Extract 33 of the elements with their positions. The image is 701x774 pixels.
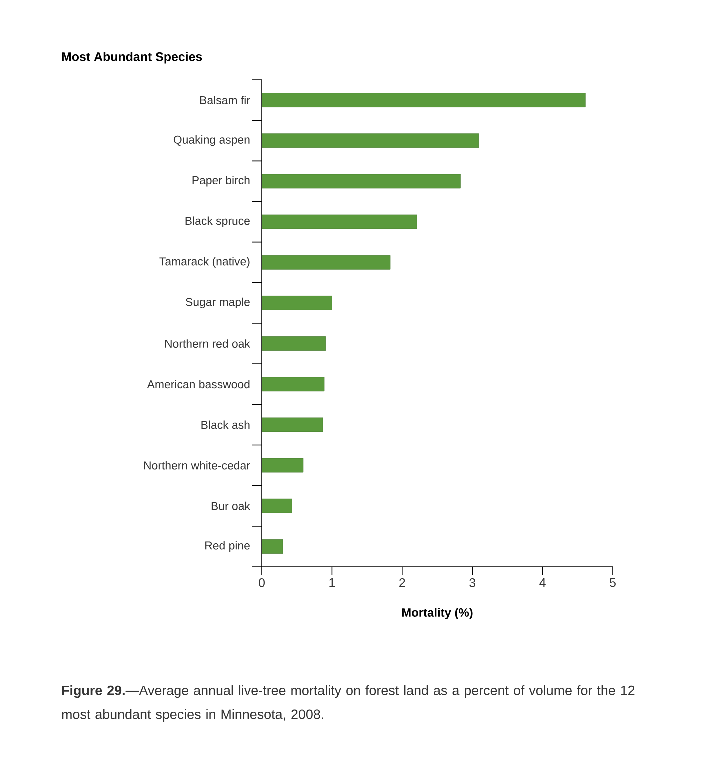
x-tick-label: 0 [259, 578, 265, 588]
y-tick-label: Balsam fir [200, 96, 250, 104]
bar [262, 377, 325, 392]
x-tick-label: 5 [610, 578, 616, 588]
bar [262, 93, 586, 108]
y-tick-label: Sugar maple [186, 298, 250, 309]
y-tick-label: Quaking aspen [174, 136, 250, 146]
text: Most Abundant Species [62, 52, 202, 64]
x-tick-label: 3 [470, 578, 476, 588]
bar [262, 336, 326, 351]
bar [262, 296, 332, 310]
y-tick-label: Black ash [202, 420, 250, 430]
bar [262, 458, 304, 473]
y-tick-label: American basswood [147, 380, 250, 389]
y-tick-label: Tamarack (native) [160, 257, 250, 268]
bar [262, 214, 418, 230]
bar [262, 134, 480, 148]
y-tick-label: Northern white-cedar [144, 461, 250, 470]
bar [262, 540, 284, 554]
bar [262, 418, 324, 432]
bar [262, 498, 292, 514]
x-axis-title: Mortality (%) [402, 608, 473, 620]
x-tick-label: 2 [400, 578, 406, 588]
y-tick-label: Bur oak [212, 502, 250, 510]
y-tick-label: Northern red oak [165, 340, 250, 348]
bar [262, 255, 391, 270]
bar [262, 174, 461, 189]
x-tick-label: 4 [540, 578, 546, 588]
x-tick-label: 1 [330, 578, 336, 588]
text: Figure 29.—Average annual live-tree mortality on forest land as a percent of volume for the 12 most abundant species in Minnesota, 2008. [62, 686, 635, 722]
y-tick-label: Red pine [206, 541, 250, 552]
y-tick-label: Paper birch [192, 176, 250, 187]
y-tick-label: Black spruce [186, 216, 250, 228]
